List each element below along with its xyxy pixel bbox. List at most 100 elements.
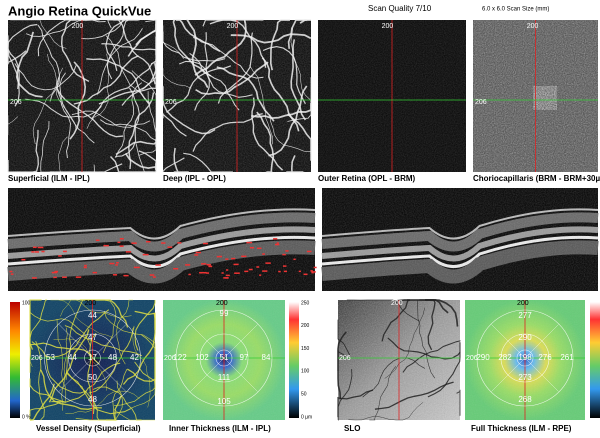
vessel bbox=[192, 112, 263, 152]
flow-signal bbox=[233, 263, 239, 266]
flow-signal bbox=[161, 242, 166, 244]
flow-signal bbox=[37, 246, 44, 249]
etdrs-ring bbox=[68, 333, 117, 383]
flow-signal bbox=[58, 255, 62, 257]
flow-signal bbox=[310, 270, 313, 272]
flow-signal bbox=[31, 277, 37, 279]
flow-signal bbox=[149, 274, 155, 276]
flow-signal bbox=[167, 246, 173, 248]
flow-signal bbox=[203, 242, 208, 245]
map-value: 17 bbox=[88, 353, 97, 362]
etdrs-spoke bbox=[190, 324, 258, 392]
map-value: 261 bbox=[560, 353, 574, 362]
vessel bbox=[374, 381, 454, 410]
vessel bbox=[7, 35, 20, 107]
vessel bbox=[132, 328, 151, 408]
vessel bbox=[96, 28, 143, 95]
images: 200 206 Superficial (ILM - IPL) 200 206 Deep … bbox=[7, 19, 600, 433]
vessel bbox=[103, 310, 156, 353]
vessel bbox=[115, 138, 157, 156]
flow-signal bbox=[54, 270, 59, 273]
side-marker: 206 bbox=[475, 99, 487, 106]
flow-signal bbox=[249, 246, 255, 249]
flow-signal bbox=[10, 273, 14, 275]
panel-label: Outer Retina (OPL - BRM) bbox=[318, 174, 416, 183]
vessel bbox=[86, 53, 109, 129]
map-value: 50 bbox=[88, 373, 97, 382]
top-marker: 200 bbox=[382, 23, 394, 30]
flow-signal bbox=[278, 270, 281, 273]
flow-signal bbox=[282, 253, 286, 256]
vessel bbox=[162, 25, 184, 59]
side-marker: 206 bbox=[164, 355, 176, 362]
vessel bbox=[195, 61, 269, 95]
vessel bbox=[51, 362, 121, 403]
map-value: 282 bbox=[498, 353, 512, 362]
title: Angio Retina QuickVue bbox=[8, 3, 151, 18]
top-marker: 200 bbox=[72, 23, 84, 30]
vessel bbox=[29, 401, 62, 420]
etdrs-ring bbox=[199, 333, 249, 383]
flow-signal bbox=[34, 251, 39, 253]
flow-signal bbox=[256, 266, 260, 268]
flow-signal bbox=[208, 265, 213, 268]
vessel bbox=[162, 68, 192, 89]
vessel bbox=[162, 86, 216, 135]
map-value: 268 bbox=[518, 395, 532, 404]
vessel bbox=[172, 19, 212, 77]
vessel bbox=[40, 120, 55, 173]
flow-signal bbox=[112, 274, 118, 276]
vessel bbox=[249, 65, 274, 145]
flow-signal bbox=[123, 274, 129, 277]
etdrs-ring bbox=[215, 349, 233, 367]
vessel bbox=[397, 299, 459, 327]
flow-signal bbox=[201, 263, 207, 265]
vessel bbox=[384, 307, 425, 379]
vessel bbox=[86, 58, 150, 104]
flow-signal bbox=[119, 238, 124, 240]
map-value: 47 bbox=[88, 333, 97, 342]
flow-signal bbox=[282, 265, 287, 267]
flow-signal bbox=[119, 245, 124, 247]
vessel bbox=[209, 19, 267, 68]
flow-signal bbox=[200, 271, 207, 274]
speckle bbox=[8, 188, 315, 291]
flow-signal bbox=[84, 264, 87, 267]
flow-signal bbox=[273, 238, 278, 240]
flow-signal bbox=[225, 258, 229, 260]
vessel bbox=[105, 35, 150, 106]
vessel bbox=[185, 19, 209, 89]
etdrs-spoke bbox=[58, 324, 127, 392]
flow-signal bbox=[115, 264, 118, 266]
vessel bbox=[65, 390, 140, 414]
vessel bbox=[299, 19, 311, 24]
flow-signal bbox=[248, 268, 253, 271]
flow-signal bbox=[306, 250, 312, 253]
scale-label: 150 bbox=[301, 346, 310, 352]
vessel bbox=[15, 31, 43, 98]
vessel bbox=[134, 300, 156, 351]
flow-signal bbox=[103, 244, 109, 247]
map-label: Vessel Density (Superficial) bbox=[36, 424, 141, 433]
vessel bbox=[166, 65, 232, 113]
speckle bbox=[322, 188, 598, 291]
vessel bbox=[337, 319, 351, 356]
vessel bbox=[194, 32, 210, 111]
side-marker: 206 bbox=[31, 355, 43, 362]
vessel bbox=[145, 19, 157, 56]
vessel bbox=[417, 299, 436, 379]
side-marker: 206 bbox=[10, 99, 22, 106]
vessel bbox=[337, 389, 374, 418]
flow-signal bbox=[62, 276, 67, 278]
flow-signal bbox=[133, 266, 140, 269]
flow-signal bbox=[262, 253, 265, 255]
etdrs-ring bbox=[500, 333, 550, 383]
vessel bbox=[66, 371, 132, 415]
side-marker: 206 bbox=[466, 355, 478, 362]
panel-label: Superficial (ILM - IPL) bbox=[8, 174, 90, 183]
panel-label: Deep (IPL - OPL) bbox=[163, 174, 226, 183]
flow-signal bbox=[226, 269, 229, 271]
flow-signal bbox=[31, 251, 35, 253]
etdrs-ring bbox=[516, 349, 534, 367]
